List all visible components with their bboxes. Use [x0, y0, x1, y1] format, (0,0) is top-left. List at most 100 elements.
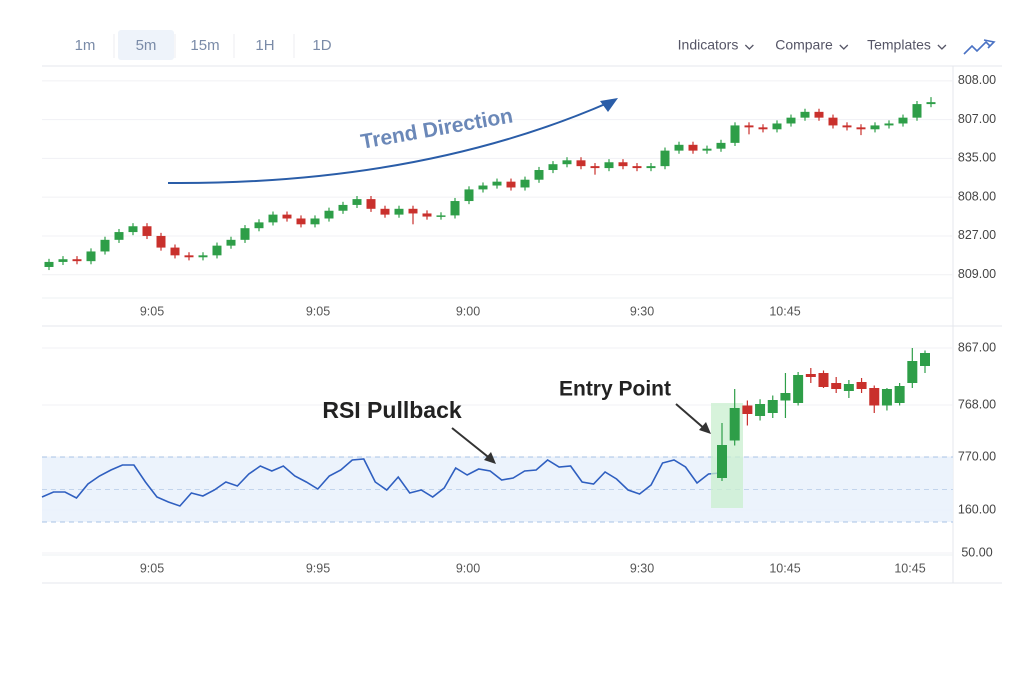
candle-body [856, 382, 867, 389]
price-label: 867.00 [958, 340, 996, 354]
candle-body [772, 123, 782, 130]
price-label: 807.00 [958, 112, 996, 126]
candle-body [562, 160, 572, 165]
chevron [937, 44, 947, 50]
candle-body [842, 125, 852, 128]
candle-body [282, 214, 292, 219]
price-label: 808.00 [958, 73, 996, 87]
price-label: 835.00 [958, 151, 996, 165]
candle-body [534, 170, 544, 180]
candle-body [408, 208, 418, 214]
candle-body [805, 374, 816, 377]
candle-body [422, 213, 432, 217]
candle-body [618, 162, 628, 167]
candle-body [324, 210, 334, 219]
trend-arrow [167, 101, 611, 185]
interval-tab[interactable]: 1H [255, 37, 274, 54]
candle-body [716, 142, 726, 149]
interval-tab[interactable]: 1m [75, 37, 96, 54]
candle-body [869, 388, 880, 406]
candle-body [268, 214, 278, 223]
selected-tab-bg [118, 30, 174, 60]
candle-body [831, 383, 842, 389]
candle-body [72, 259, 82, 262]
price-label: 827.00 [958, 228, 996, 242]
rsi-pullback-label: RSI Pullback [322, 397, 462, 423]
arrow-head [699, 422, 711, 434]
candle-body [786, 117, 796, 124]
candle-body [742, 405, 753, 414]
trend-label: Trend Direction [359, 104, 515, 153]
candle-body [240, 228, 250, 240]
price-label: 808.00 [958, 189, 996, 203]
candle-body [730, 125, 740, 143]
candle-body [520, 179, 530, 188]
time-label: 9:30 [630, 304, 654, 318]
time-label: 10:45 [894, 561, 925, 575]
interval-tab[interactable]: 5m [136, 37, 157, 54]
price-label: 50.00 [961, 545, 992, 559]
candle-body [548, 164, 558, 171]
candle-body [58, 259, 68, 262]
candle-body [366, 199, 376, 209]
candle-body [156, 235, 166, 248]
entry-point-label: Entry Point [559, 378, 671, 401]
candle-body [793, 375, 804, 403]
candle-body [800, 111, 810, 118]
price-label: 809.00 [958, 267, 996, 281]
price-label: 160.00 [958, 502, 996, 516]
candle-body [674, 144, 684, 151]
candle-body [818, 373, 829, 387]
candle-body [128, 226, 138, 233]
candle-body [296, 218, 306, 225]
candle-body [660, 150, 670, 167]
candle-body [758, 127, 768, 130]
interval-tab[interactable]: 1D [312, 37, 331, 54]
candle-body [478, 185, 488, 190]
candle-body [920, 353, 930, 366]
time-label: 9:95 [306, 561, 330, 575]
candle-body [884, 123, 894, 126]
price-label: 770.00 [958, 449, 996, 463]
interval-tab[interactable]: 15m [190, 37, 219, 54]
candle-body [576, 160, 586, 167]
menu-button[interactable]: Templates [867, 37, 931, 53]
candle-body [856, 127, 866, 130]
candle-body [912, 104, 922, 118]
candle-body [702, 148, 712, 151]
candle-body [226, 239, 236, 246]
time-label: 10:45 [769, 561, 800, 575]
candle-body [729, 408, 740, 441]
candle-body [198, 255, 208, 258]
candle-body [450, 201, 460, 216]
candle-body [767, 400, 778, 413]
time-label: 9:30 [630, 561, 654, 575]
time-label: 9:00 [456, 561, 480, 575]
candle-body [254, 222, 264, 229]
candle-body [632, 166, 642, 169]
candle-body [898, 117, 908, 124]
time-label: 9:00 [456, 304, 480, 318]
arrow-head [484, 452, 496, 464]
menu-button[interactable]: Compare [775, 37, 833, 53]
candle-body [100, 239, 110, 252]
candle-body [926, 102, 936, 105]
rsi-line [41, 458, 721, 507]
candle-body [394, 208, 404, 215]
candle-body [184, 255, 194, 258]
candle-body [380, 208, 390, 215]
menu-button[interactable]: Indicators [678, 37, 739, 53]
candle-body [755, 404, 766, 416]
chevron [839, 44, 849, 50]
price-label: 768.00 [958, 397, 996, 411]
chevron [744, 44, 754, 50]
candle-body [212, 245, 222, 256]
annotations [167, 39, 996, 508]
chart-icon[interactable] [963, 40, 991, 55]
candle-body [881, 389, 892, 406]
candle-body [590, 166, 600, 169]
candle-body [506, 181, 516, 188]
candle-body [780, 393, 791, 401]
candle-body [894, 386, 905, 403]
